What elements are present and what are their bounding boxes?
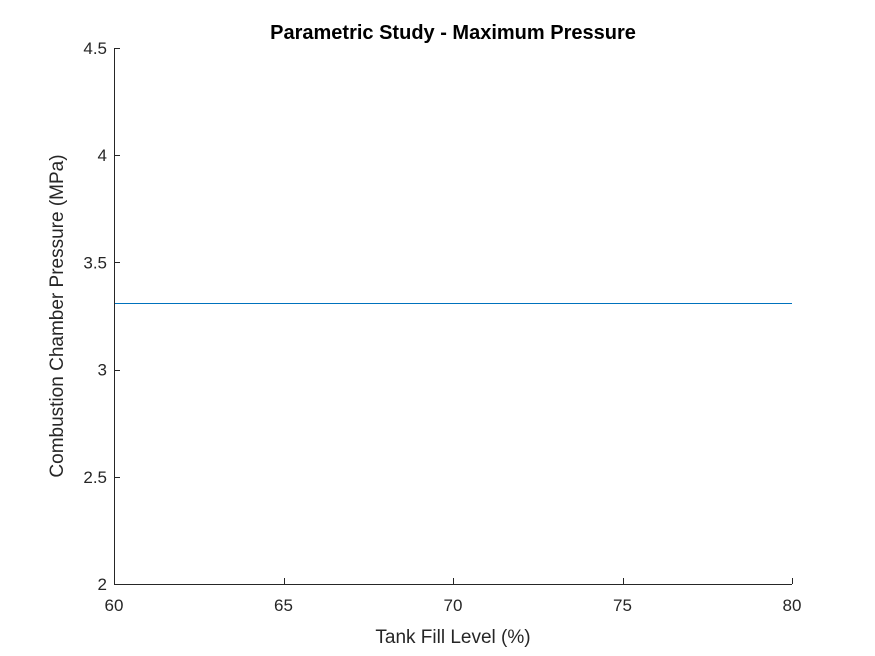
x-tick-label: 80 <box>783 596 802 615</box>
plot-area: 60 65 70 75 80 2 2.5 3 3.5 4 4.5 <box>83 39 801 615</box>
x-tick-label: 60 <box>105 596 124 615</box>
chart-title: Parametric Study - Maximum Pressure <box>270 22 636 44</box>
y-tick-label: 4.5 <box>83 39 107 58</box>
x-tick-label: 75 <box>613 596 632 615</box>
y-tick-label: 3.5 <box>83 253 107 272</box>
y-tick-label: 2 <box>98 575 107 594</box>
x-axis-label: Tank Fill Level (%) <box>375 627 530 648</box>
x-tick-label: 70 <box>444 596 463 615</box>
x-ticks: 60 65 70 75 80 <box>105 578 802 615</box>
y-tick-label: 3 <box>98 361 107 380</box>
y-ticks: 2 2.5 3 3.5 4 4.5 <box>83 39 120 594</box>
x-tick-label: 65 <box>274 596 293 615</box>
y-tick-label: 2.5 <box>83 468 107 487</box>
y-axis-label: Combustion Chamber Pressure (MPa) <box>47 154 68 477</box>
y-tick-label: 4 <box>98 146 107 165</box>
